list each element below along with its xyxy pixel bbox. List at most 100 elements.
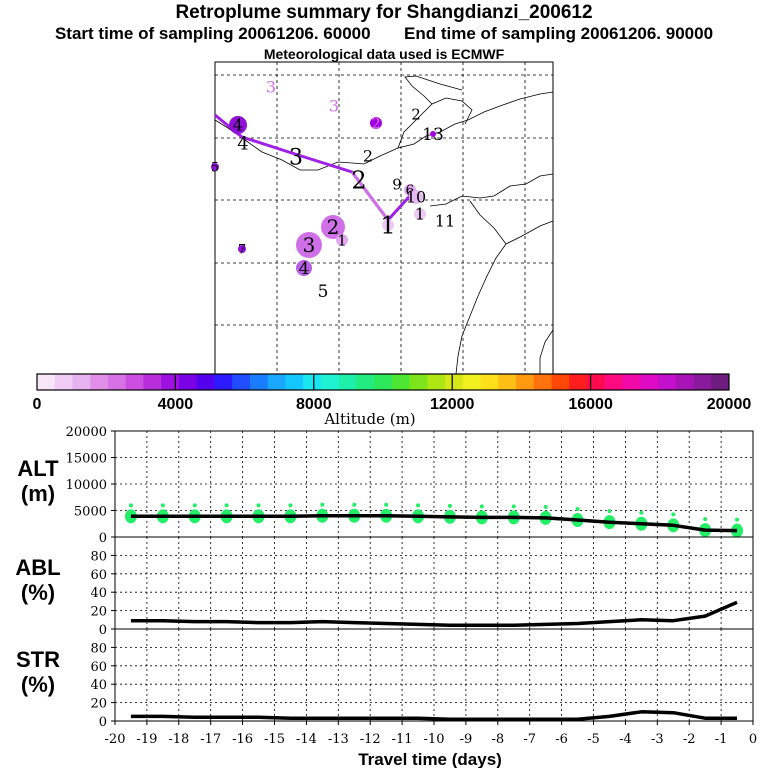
colorbar-swatch [640, 374, 659, 390]
x-tick-label: 0 [749, 732, 757, 747]
panel-ylabel-unit: (%) [21, 580, 55, 605]
colorbar-swatch [711, 374, 730, 390]
panel-ylabel: STR [16, 647, 60, 672]
colorbar-swatch [427, 374, 446, 390]
cluster-marker: 1 [380, 211, 395, 239]
met-data-label: Meteorological data used is ECMWF [263, 46, 505, 62]
cluster-dot [296, 260, 312, 276]
altitude-scatter-point [224, 503, 229, 508]
cluster-dot [414, 208, 426, 220]
x-tick-label: -11 [392, 732, 413, 747]
y-tick-label: 60 [90, 660, 107, 675]
altitude-scatter-point [703, 517, 708, 522]
cluster-label: 4 [237, 133, 248, 154]
x-tick-label: -3 [651, 732, 664, 747]
map-coastlines [214, 75, 554, 375]
colorbar-tick-label: 4000 [158, 396, 194, 413]
x-tick-label: -5 [587, 732, 600, 747]
colorbar-swatch [90, 374, 109, 390]
colorbar-swatch [232, 374, 251, 390]
x-tick-label: -13 [328, 732, 349, 747]
panel-ylabel: ALT [17, 456, 59, 481]
x-tick-label: -20 [105, 732, 126, 747]
cluster-marker: 3 [266, 78, 276, 97]
cluster-label: 1 [337, 231, 347, 249]
cluster-label: 3 [303, 233, 316, 257]
cluster-marker: 11 [435, 212, 455, 231]
x-tick-label: -18 [168, 732, 189, 747]
altitude-scatter-point [160, 503, 165, 508]
x-tick-label: -7 [523, 732, 536, 747]
cluster-label: 2 [371, 114, 381, 132]
colorbar-swatch [409, 374, 428, 390]
altitude-scatter-point [128, 503, 133, 508]
altitude-colorbar: 0 4000 8000 12000 16000 20000 Altitude (m) [33, 373, 752, 428]
cluster-marker: 4 [237, 133, 248, 154]
colorbar-tick-label: 8000 [296, 396, 332, 413]
cluster-dot [229, 116, 247, 134]
cluster-marker: 2 [411, 105, 421, 123]
x-tick-label: -12 [360, 732, 381, 747]
colorbar-swatch [37, 374, 56, 390]
cluster-marker: 3 [289, 146, 303, 171]
altitude-scatter-point [447, 503, 452, 508]
cluster-marker: 3 [296, 232, 322, 258]
colorbar-swatch [125, 374, 144, 390]
colorbar-tick-label: 0 [33, 396, 42, 413]
x-tick-label: -6 [555, 732, 568, 747]
colorbar-tick-label: 20000 [707, 396, 752, 413]
colorbar-swatch [569, 374, 588, 390]
colorbar-swatch [498, 374, 517, 390]
colorbar-swatch [107, 374, 127, 390]
colorbar-swatch [285, 374, 304, 390]
altitude-scatter-point [192, 503, 197, 508]
cluster-label: 11 [435, 212, 455, 231]
cluster-label: 4 [299, 259, 310, 279]
cluster-label: 10 [406, 188, 426, 207]
colorbar-swatch [533, 374, 552, 390]
x-tick-label: -17 [200, 732, 221, 747]
cluster-dot [211, 163, 219, 171]
altitude-scatter-cluster [731, 523, 744, 538]
x-tick-label: -15 [264, 732, 285, 747]
x-tick-label: -1 [715, 732, 728, 747]
cluster-dot [430, 131, 436, 137]
colorbar-swatch [551, 374, 570, 390]
cluster-label: 5 [318, 282, 329, 302]
cluster-dot [370, 117, 382, 129]
cluster-marker: 1 [336, 231, 348, 249]
colorbar-swatch [72, 374, 91, 390]
colorbar-tick-label: 16000 [568, 396, 613, 413]
x-tick-label: -4 [619, 732, 632, 747]
altitude-scatter-point [352, 502, 357, 507]
colorbar-swatch [462, 374, 481, 390]
cluster-label: 4 [233, 116, 243, 135]
y-tick-label: 20 [90, 697, 107, 712]
altitude-scatter-point [639, 510, 644, 515]
y-tick-label: 0 [99, 715, 107, 730]
x-tick-label: -2 [683, 732, 696, 747]
colorbar-swatch [516, 374, 535, 390]
sampling-times: Start time of sampling 20061206. 60000 E… [0, 24, 768, 44]
colorbar-swatch [658, 374, 677, 390]
series-line [130, 514, 738, 533]
cluster-label: 1 [380, 211, 395, 239]
y-tick-label: 60 [90, 568, 107, 583]
series-line [130, 710, 737, 721]
altitude-scatter-point [511, 504, 516, 509]
colorbar-swatch [267, 374, 286, 390]
panel-ylabel-unit: (%) [21, 672, 55, 697]
colorbar-swatch [445, 374, 464, 390]
cluster-label: 2 [363, 147, 373, 166]
series-line [130, 600, 738, 628]
panel-ylabel-unit: (m) [21, 481, 55, 506]
cluster-marker: 4 [296, 259, 312, 279]
x-tick-label: -10 [424, 732, 445, 747]
cluster-label: 13 [422, 125, 444, 145]
cluster-marker: 5 [211, 161, 219, 176]
cluster-marker: 1 [414, 205, 426, 224]
y-tick-label: 80 [90, 549, 107, 564]
